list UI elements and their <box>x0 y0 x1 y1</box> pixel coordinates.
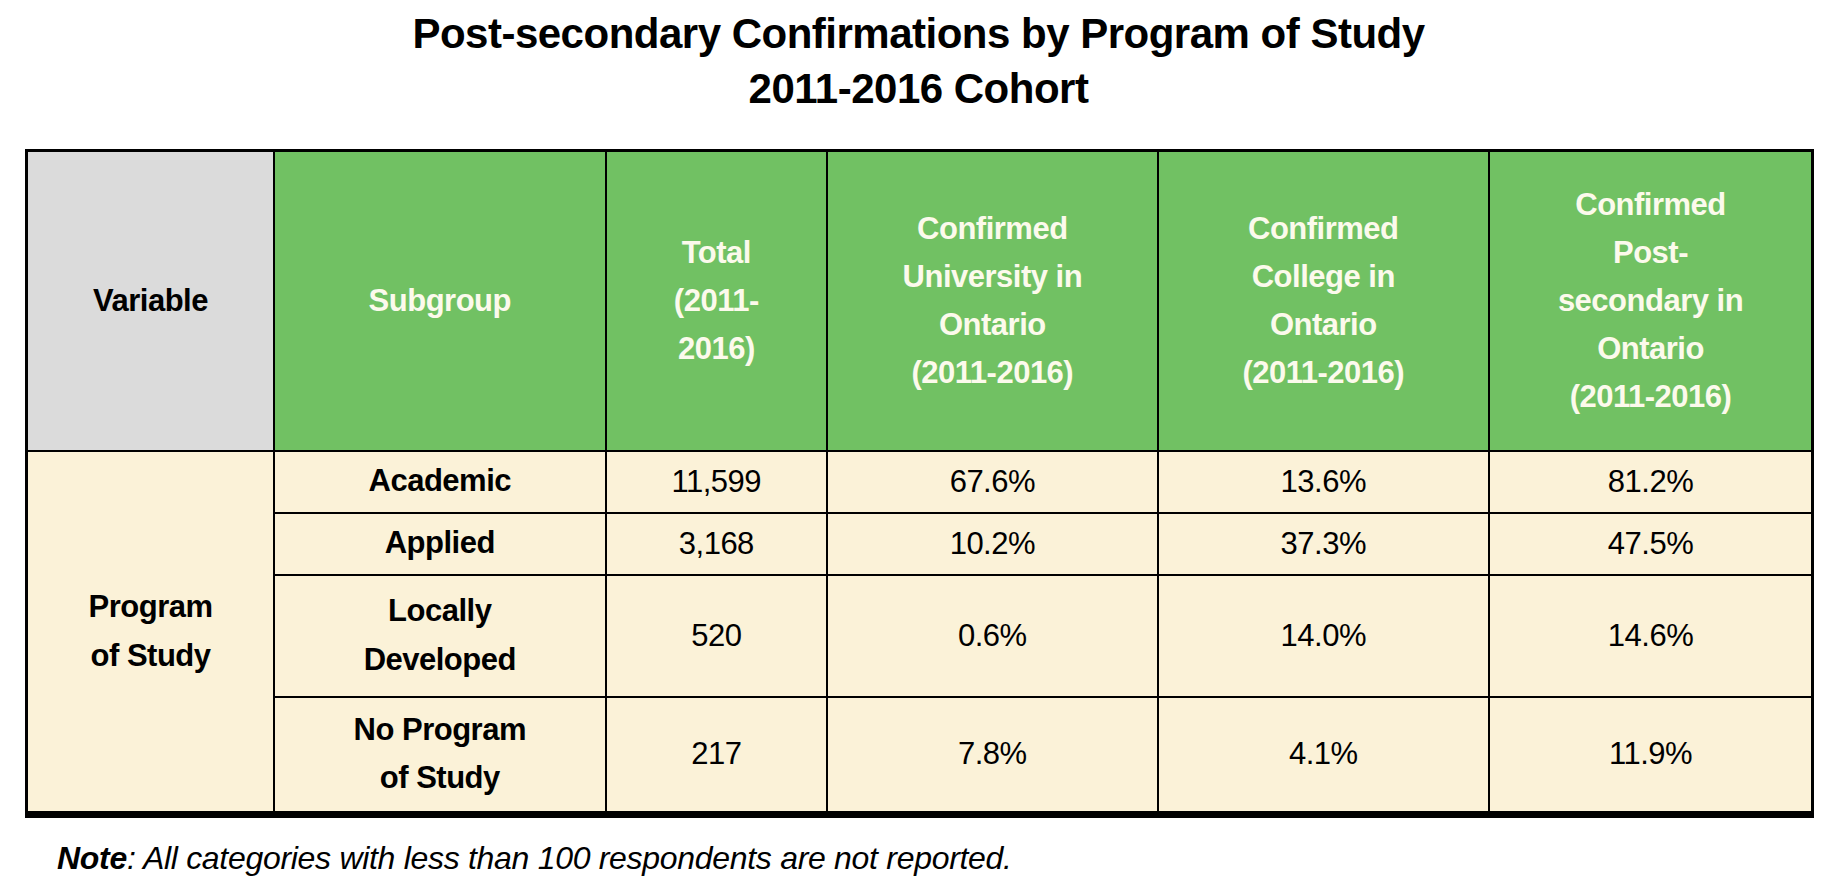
header-cell-total: Total (2011- 2016) <box>606 151 828 451</box>
row-group-cell-program-of-study: Program of Study <box>27 451 275 815</box>
value-cell-university: 67.6% <box>827 451 1157 513</box>
value-cell-total: 217 <box>606 697 828 815</box>
table-row-applied: Applied 3,168 10.2% 37.3% 47.5% <box>27 513 1813 575</box>
value-cell-college: 4.1% <box>1158 697 1489 815</box>
table-row-no-program: No Program of Study 217 7.8% 4.1% 11.9% <box>27 697 1813 815</box>
note-text: : All categories with less than 100 resp… <box>127 840 1012 876</box>
value-cell-postsecondary: 11.9% <box>1489 697 1812 815</box>
header-cell-college: Confirmed College in Ontario (2011-2016) <box>1158 151 1489 451</box>
confirmations-table: Variable Subgroup Total (2011- 2016) Con… <box>25 149 1814 818</box>
subgroup-cell: No Program of Study <box>274 697 605 815</box>
value-cell-total: 11,599 <box>606 451 828 513</box>
header-row: Variable Subgroup Total (2011- 2016) Con… <box>27 151 1813 451</box>
subgroup-cell: Locally Developed <box>274 575 605 697</box>
value-cell-college: 13.6% <box>1158 451 1489 513</box>
table-note: Note: All categories with less than 100 … <box>57 840 1012 877</box>
table-title-line1: Post-secondary Confirmations by Program … <box>0 6 1837 61</box>
table-title: Post-secondary Confirmations by Program … <box>0 6 1837 117</box>
subgroup-cell: Academic <box>274 451 605 513</box>
note-label: Note <box>57 840 127 876</box>
value-cell-total: 520 <box>606 575 828 697</box>
value-cell-postsecondary: 47.5% <box>1489 513 1812 575</box>
value-cell-postsecondary: 14.6% <box>1489 575 1812 697</box>
header-cell-university: Confirmed University in Ontario (2011-20… <box>827 151 1157 451</box>
table-title-line2: 2011-2016 Cohort <box>0 61 1837 116</box>
header-cell-subgroup: Subgroup <box>274 151 605 451</box>
value-cell-total: 3,168 <box>606 513 828 575</box>
header-cell-variable: Variable <box>27 151 275 451</box>
table-row-academic: Program of Study Academic 11,599 67.6% 1… <box>27 451 1813 513</box>
value-cell-postsecondary: 81.2% <box>1489 451 1812 513</box>
value-cell-university: 10.2% <box>827 513 1157 575</box>
value-cell-university: 0.6% <box>827 575 1157 697</box>
report-page: Post-secondary Confirmations by Program … <box>0 0 1837 894</box>
header-cell-postsecondary: Confirmed Post- secondary in Ontario (20… <box>1489 151 1812 451</box>
value-cell-college: 14.0% <box>1158 575 1489 697</box>
table-row-locally-developed: Locally Developed 520 0.6% 14.0% 14.6% <box>27 575 1813 697</box>
value-cell-college: 37.3% <box>1158 513 1489 575</box>
subgroup-cell: Applied <box>274 513 605 575</box>
value-cell-university: 7.8% <box>827 697 1157 815</box>
